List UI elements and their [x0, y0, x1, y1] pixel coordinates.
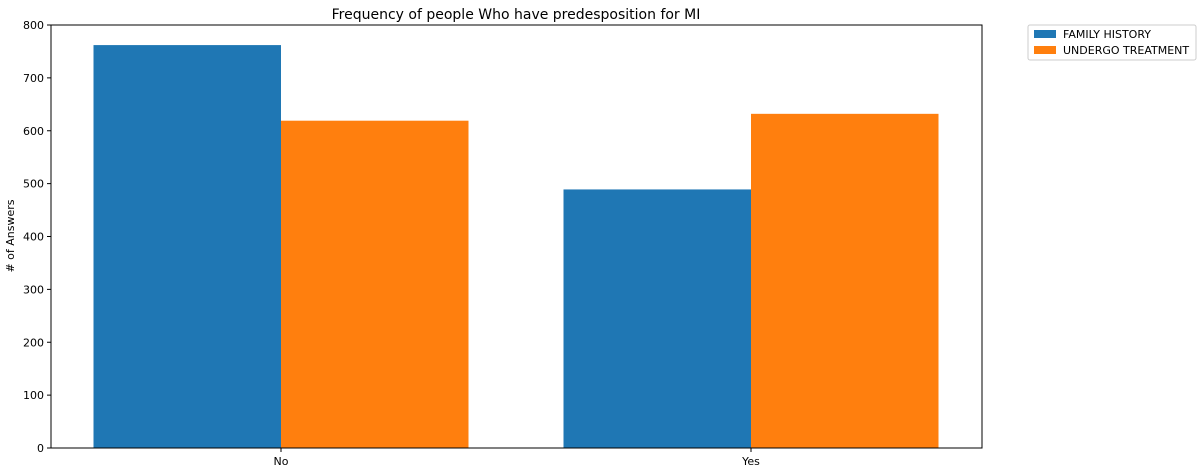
bar-family-history-no	[93, 45, 281, 449]
y-tick-label-300: 300	[23, 283, 44, 296]
plot-area	[50, 24, 983, 449]
legend-label-family-history: FAMILY HISTORY	[1063, 28, 1151, 41]
y-tick-label-200: 200	[23, 336, 44, 349]
y-tick-label-500: 500	[23, 178, 44, 191]
x-tick-label-no: No	[274, 455, 289, 468]
x-tick-label-yes: Yes	[741, 455, 760, 468]
y-axis: 0 100 200 300 400 500 600 700 800	[23, 19, 51, 455]
y-tick-label-0: 0	[37, 442, 44, 455]
bar-undergo-treatment-yes	[751, 113, 939, 448]
legend-box	[1027, 24, 1197, 61]
y-tick-label-700: 700	[23, 72, 44, 85]
y-tick-label-100: 100	[23, 389, 44, 402]
y-tick-label-800: 800	[23, 19, 44, 32]
legend: FAMILY HISTORY UNDERGO TREATMENT	[1027, 24, 1197, 61]
bars-layer	[93, 45, 939, 449]
bar-family-history-yes	[563, 189, 751, 448]
legend-swatch-undergo-treatment	[1034, 46, 1056, 54]
bar-undergo-treatment-no	[281, 120, 469, 448]
legend-label-undergo-treatment: UNDERGO TREATMENT	[1063, 44, 1189, 57]
y-axis-label: # of Answers	[4, 199, 17, 272]
x-axis: No Yes	[274, 448, 760, 468]
legend-swatch-family-history	[1034, 30, 1056, 38]
y-tick-label-600: 600	[23, 125, 44, 138]
chart-title: Frequency of people Who have predesposit…	[332, 7, 701, 23]
y-tick-label-400: 400	[23, 231, 44, 244]
